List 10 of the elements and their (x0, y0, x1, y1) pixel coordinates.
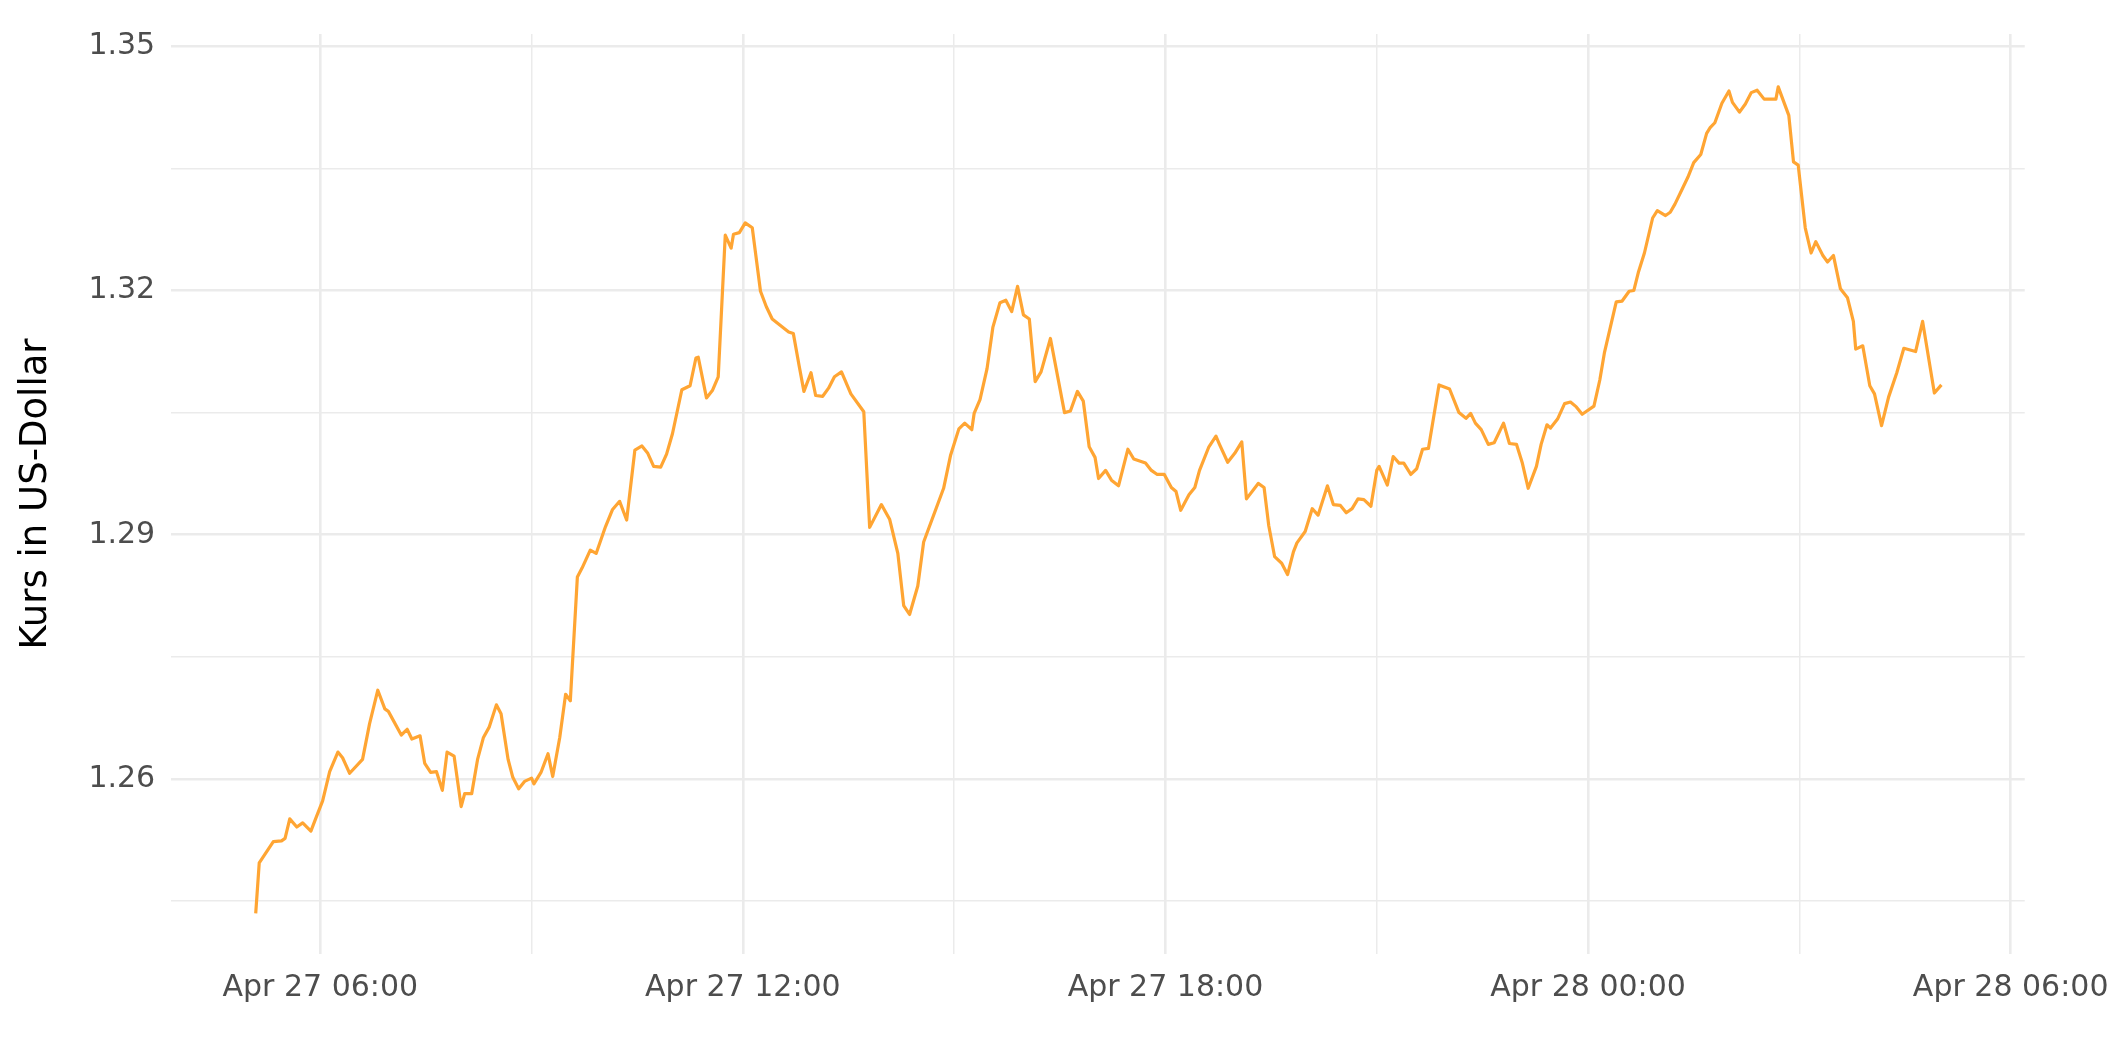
y-tick-label: 1.35 (88, 26, 156, 62)
y-axis-title: Kurs in US-Dollar (11, 337, 55, 650)
x-tick-label: Apr 27 06:00 (222, 967, 419, 1003)
y-tick-label: 1.32 (88, 270, 156, 306)
x-tick-label: Apr 28 06:00 (1912, 967, 2109, 1003)
x-tick-label: Apr 27 18:00 (1067, 967, 1264, 1003)
y-tick-label: 1.29 (88, 514, 156, 550)
y-tick-label: 1.26 (88, 758, 156, 794)
x-tick-label: Apr 27 12:00 (645, 967, 841, 1003)
x-tick-label: Apr 28 00:00 (1490, 967, 1686, 1003)
